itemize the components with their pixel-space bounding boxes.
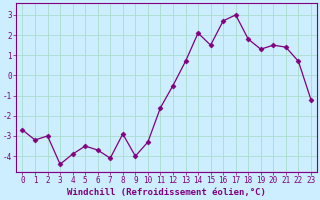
X-axis label: Windchill (Refroidissement éolien,°C): Windchill (Refroidissement éolien,°C) — [67, 188, 266, 197]
